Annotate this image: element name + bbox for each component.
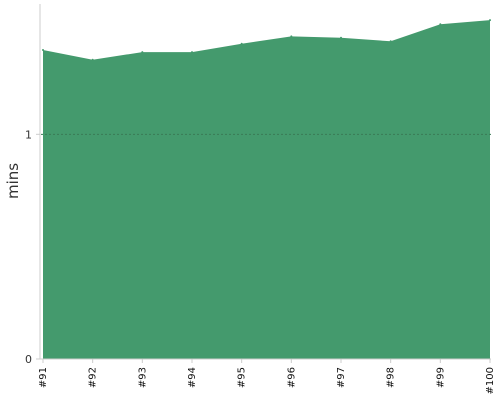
x-tick-label: #95 [237, 367, 248, 388]
data-point [141, 51, 144, 54]
x-tick-label: #93 [137, 367, 148, 388]
data-point [240, 42, 243, 45]
data-point [439, 23, 442, 26]
x-tick-label: #94 [187, 367, 198, 388]
data-point [489, 19, 491, 22]
data-point [42, 49, 44, 52]
plot-area [41, 19, 491, 360]
data-point [191, 51, 193, 54]
x-tick-label: #99 [435, 367, 446, 388]
x-tick-label: #92 [88, 367, 99, 388]
x-tick-label: #97 [336, 367, 347, 388]
data-point [290, 35, 293, 38]
x-tick-label: #98 [386, 367, 397, 388]
x-tick-label: #100 [485, 367, 496, 394]
y-axis-title: mins [4, 163, 22, 199]
x-tick-label: #96 [286, 367, 297, 388]
x-axis-ticks: #91 #92 #93 #94 #95 #96 #97 #98 #99 #100 [38, 359, 496, 394]
data-point [91, 58, 94, 61]
series-area [43, 20, 490, 360]
data-point [389, 40, 392, 43]
x-tick-label: #91 [38, 367, 49, 388]
data-point [340, 36, 342, 39]
y-tick-label: 0 [25, 353, 32, 366]
y-tick-label: 1 [25, 128, 32, 141]
y-axis-ticks: 01 [25, 128, 40, 366]
